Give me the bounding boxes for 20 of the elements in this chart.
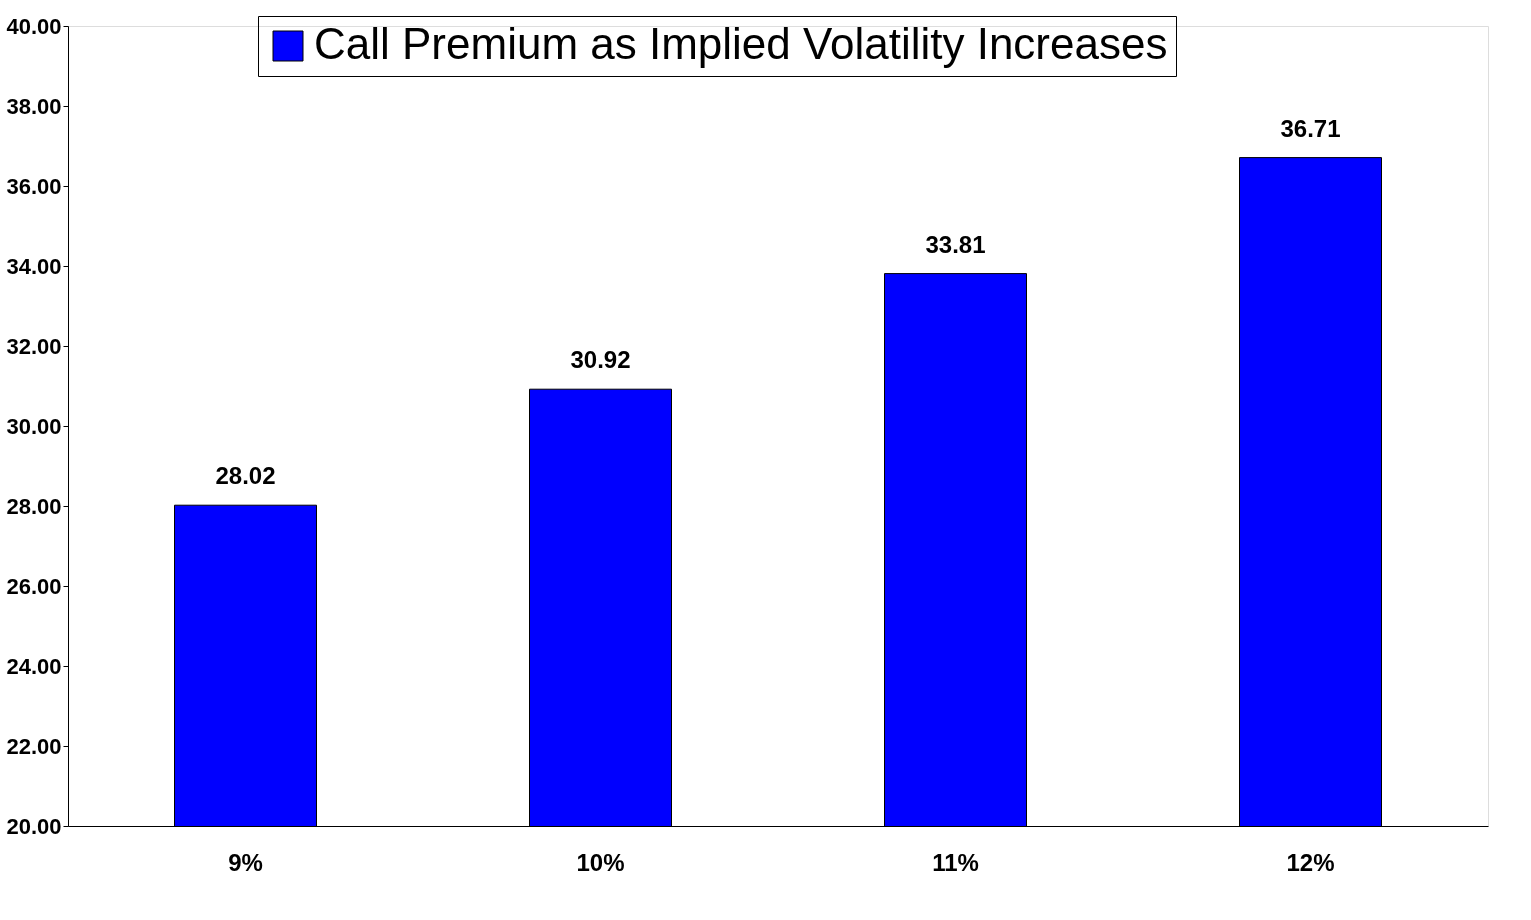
data-label: 36.71 [1280, 114, 1341, 142]
y-tick-label: 24.00 [6, 653, 62, 679]
y-tick-label: 40.00 [6, 13, 62, 39]
y-tick-label: 22.00 [6, 733, 62, 759]
y-tick-label: 34.00 [6, 253, 62, 279]
data-label: 28.02 [215, 462, 276, 490]
y-tick-label: 28.00 [6, 493, 62, 519]
x-tick-label: 11% [932, 848, 979, 876]
x-tick-label: 10% [576, 848, 625, 876]
x-tick-label: 9% [228, 848, 263, 876]
y-tick-label: 32.00 [6, 333, 62, 359]
legend-label: Call Premium as Implied Volatility Increases [314, 19, 1168, 68]
data-label: 30.92 [570, 346, 631, 374]
y-tick-label: 26.00 [6, 573, 62, 599]
data-label: 33.81 [925, 230, 986, 258]
y-tick-label: 20.00 [6, 813, 62, 839]
y-tick-label: 36.00 [6, 173, 62, 199]
x-tick-label: 12% [1286, 848, 1335, 876]
y-tick-label: 30.00 [6, 413, 62, 439]
y-tick-label: 38.00 [6, 93, 62, 119]
